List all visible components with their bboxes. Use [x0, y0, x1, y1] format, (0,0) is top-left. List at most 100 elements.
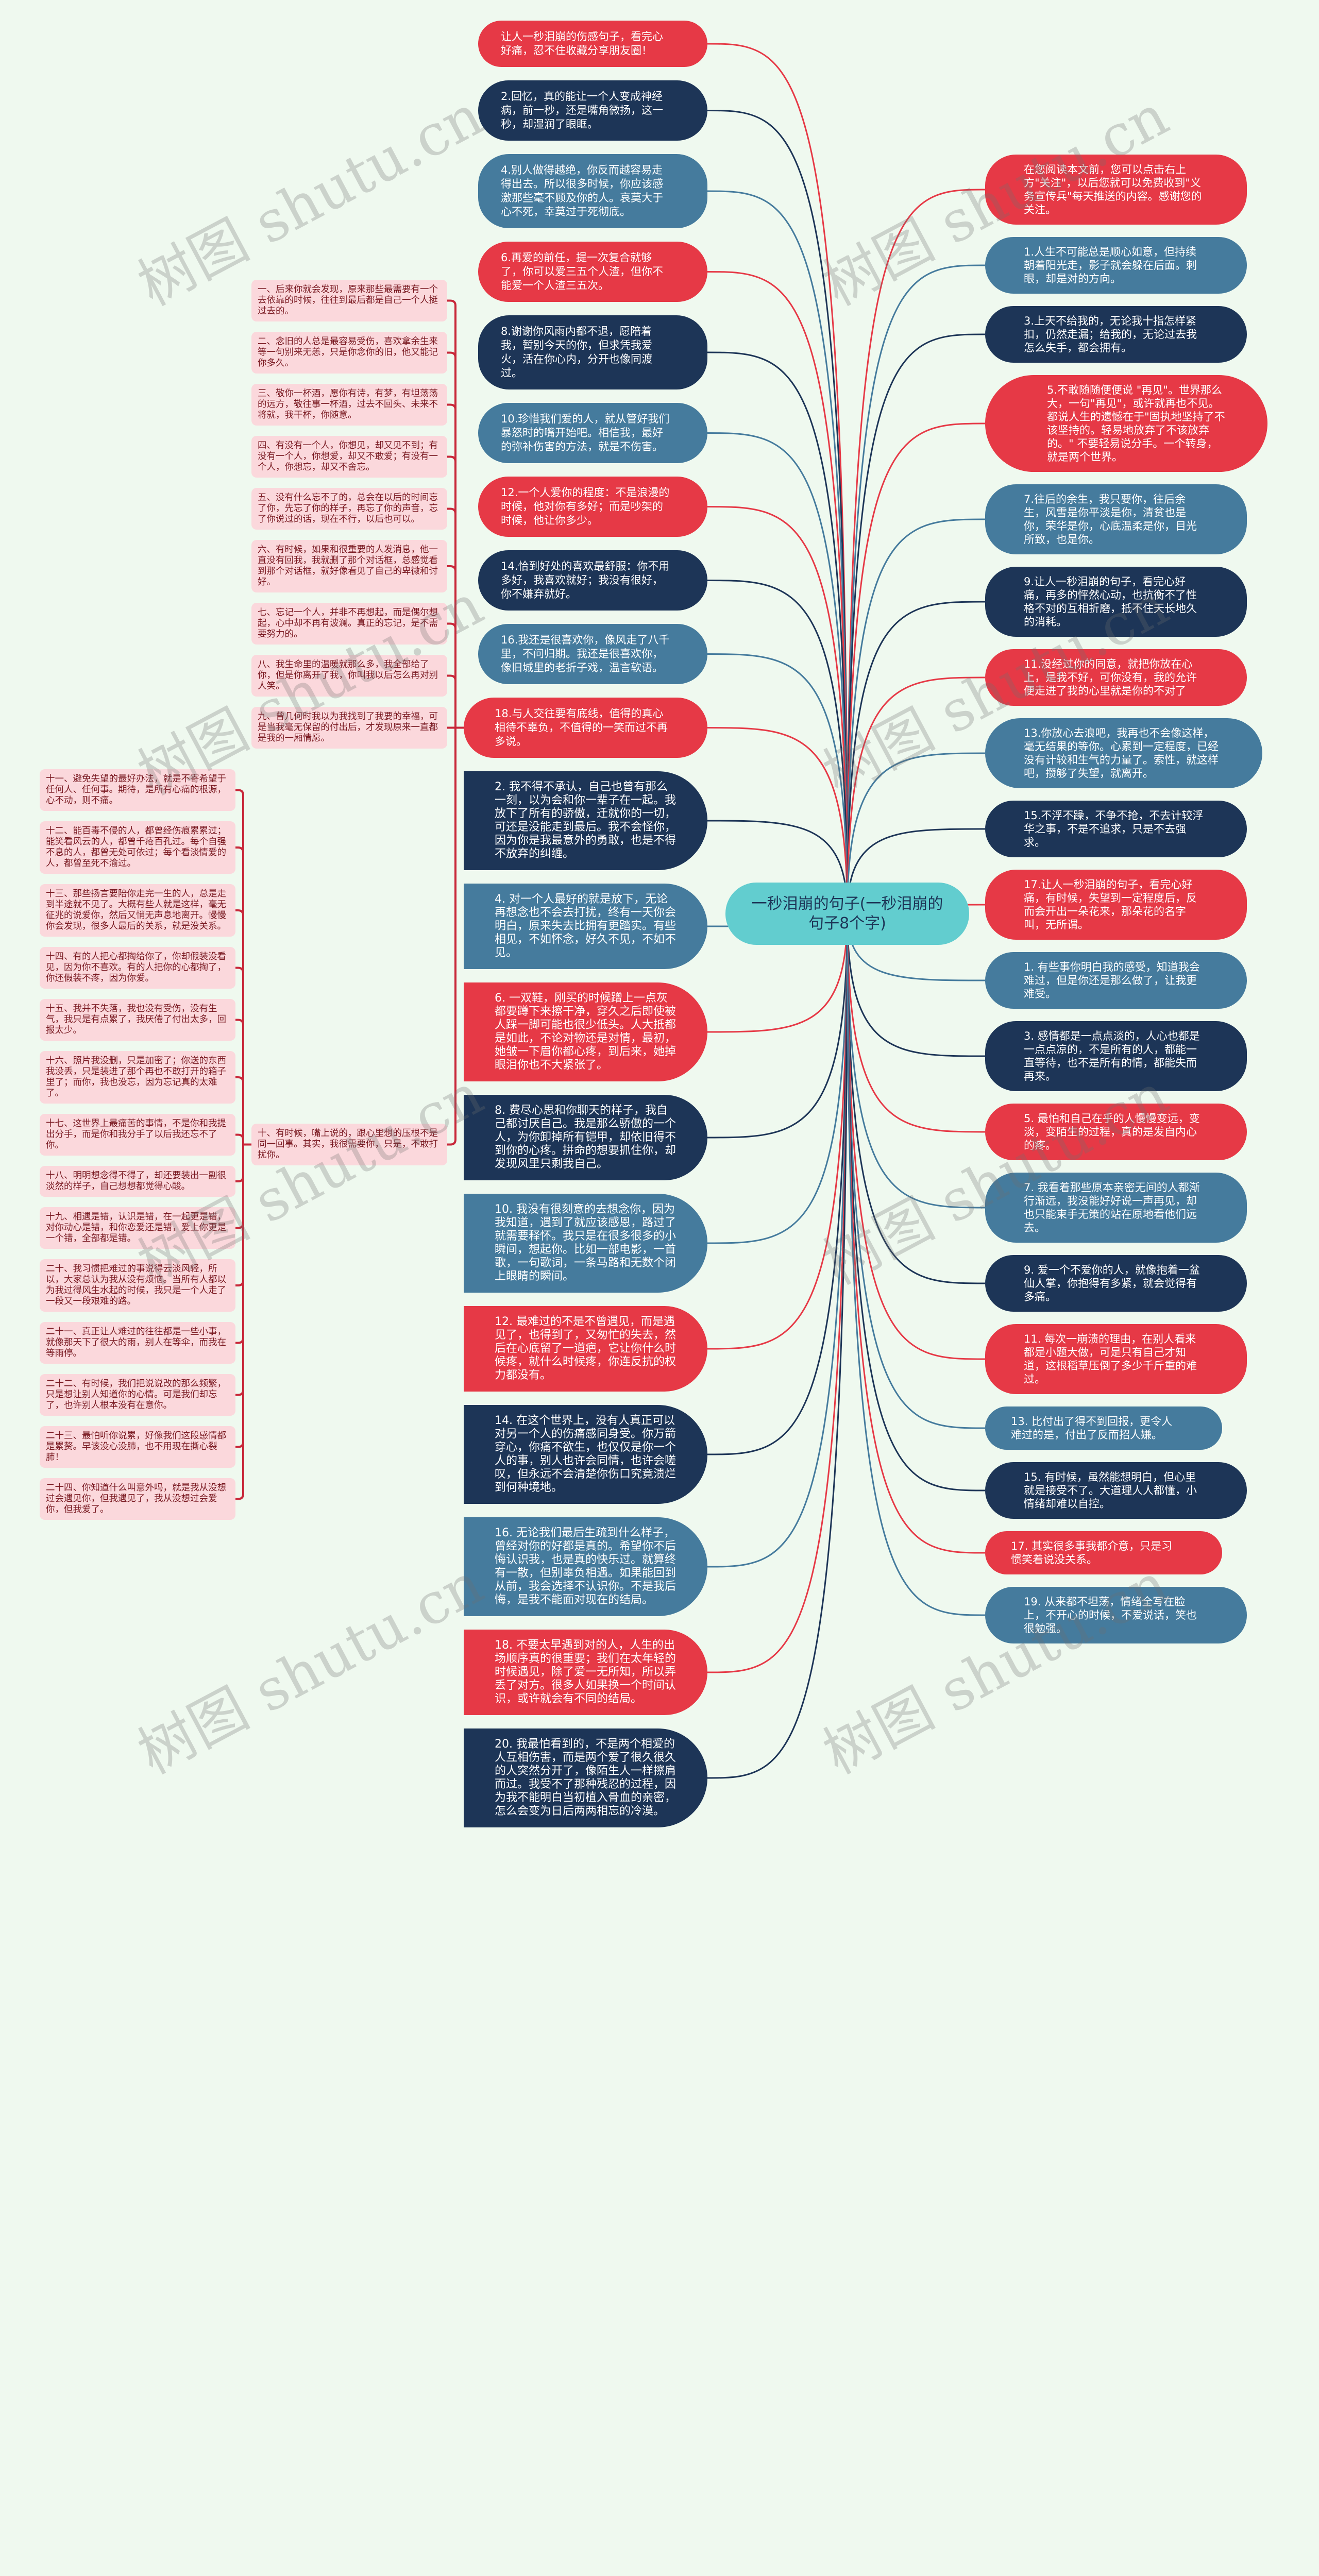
- subtopic-text: 二、念旧的人总是最容易受伤，喜欢拿余生来等一句别来无恙，只是你念你的旧，他又能记…: [258, 336, 438, 368]
- topic-node[interactable]: 5. 最怕和自己在乎的人慢慢变远，变淡，变陌生的过程，真的是发自内心的疼。: [985, 1104, 1247, 1160]
- subtopic-node[interactable]: 二、念旧的人总是最容易受伤，喜欢拿余生来等一句别来无恙，只是你念你的旧，他又能记…: [251, 332, 447, 374]
- topic-node[interactable]: 18. 不要太早遇到对的人，人生的出场顺序真的很重要；我们在太年轻的时候遇见，除…: [464, 1630, 707, 1715]
- topic-node[interactable]: 4. 对一个人最好的就是放下，无论再想念也不会去打扰，终有一天你会明白，原来失去…: [464, 884, 707, 969]
- subtopic-node[interactable]: 七、忘记一个人，并非不再想起，而是偶尔想起，心中却不再有波澜。真正的忘记，是不需…: [251, 603, 447, 645]
- topic-node[interactable]: 15. 有时候，虽然能想明白，但心里就是接受不了。大道理人人都懂，小情绪却难以自…: [985, 1462, 1247, 1519]
- subtopic-node[interactable]: 一、后来你就会发现，原来那些最需要有一个去依靠的时候，往往到最后都是自己一个人挺…: [251, 280, 447, 321]
- topic-node[interactable]: 9.让人一秒泪崩的句子，看完心好痛，再多的怦然心动，也抗衡不了性格不对的互相折磨…: [985, 567, 1247, 637]
- topic-node[interactable]: 4.别人做得越绝，你反而越容易走得出去。所以很多时候，你应该感激那些毫不顾及你的…: [478, 154, 707, 228]
- topic-text: 13.你放心去浪吧，我再也不会像这样，毫无结果的等你。心累到一定程度，已经没有计…: [1024, 727, 1219, 779]
- topic-text: 4. 对一个人最好的就是放下，无论再想念也不会去打扰，终有一天你会明白，原来失去…: [495, 893, 677, 959]
- subtopic-text: 二十、我习惯把难过的事说得云淡风轻，所以，大家总认为我从没有烦恼。当所有人都以为…: [46, 1264, 226, 1307]
- topic-text: 11. 每次一崩溃的理由，在别人看来都是小题大做，可是只有自己才知道，这根稻草压…: [1024, 1333, 1197, 1385]
- subtopic-node[interactable]: 十一、避免失望的最好办法，就是不寄希望于任何人、任何事。期待，是所有心痛的根源，…: [40, 769, 235, 811]
- subtopic-node[interactable]: 六、有时候，如果和很重要的人发消息，他一直没有回我，我就删了那个对话框，总感觉看…: [251, 540, 447, 592]
- topic-node[interactable]: 5.不敢随随便便说 "再见"。世界那么大，一句"再见"，或许就再也不见。都说人生…: [985, 375, 1267, 472]
- topic-text: 8. 费尽心思和你聊天的样子，我自己都讨厌自己。我是那么骄傲的一个人，为你卸掉所…: [495, 1104, 677, 1171]
- connector-line: [235, 1143, 251, 1500]
- subtopic-text: 十六、照片我没删，只是加密了；你送的东西我没丢，只是装进了那个再也不敢打开的箱子…: [46, 1056, 226, 1098]
- subtopic-node[interactable]: 十六、照片我没删，只是加密了；你送的东西我没丢，只是装进了那个再也不敢打开的箱子…: [40, 1051, 235, 1104]
- subtopic-node-10[interactable]: 十、有时候，嘴上说的，跟心里想的压根不是同一回事。其实，我很需要你，只是，不敢打…: [251, 1124, 447, 1165]
- subtopic-node[interactable]: 十八、明明想念得不得了，却还要装出一副很淡然的样子，自己想想都觉得心酸。: [40, 1166, 235, 1197]
- connector-line: [447, 674, 464, 729]
- connector-line: [847, 189, 986, 914]
- topic-node[interactable]: 让人一秒泪崩的伤感句子，看完心好痛，忍不住收藏分享朋友圈！: [478, 21, 707, 67]
- subtopic-text: 二十四、你知道什么叫意外吗，就是我从没想过会遇见你，但我遇见了，我从没想过会爱你…: [46, 1483, 226, 1515]
- topic-node[interactable]: 16. 无论我们最后生疏到什么样子，曾经对你的好都是真的。希望你不后悔认识我，也…: [464, 1517, 707, 1616]
- subtopic-text: 十二、能百毒不侵的人，都曾经伤痕累累过；能笑看风云的人，都曾千疮百孔过。每个自强…: [46, 826, 226, 869]
- topic-text: 6.再爱的前任，提一次复合就够了，你可以爱三五个人渣，但你不能爱一个人渣三五次。: [501, 251, 663, 292]
- subtopic-node[interactable]: 十九、相遇是错，认识是错，在一起更是错，对你动心是错，和你恋爱还是错，爱上你更是…: [40, 1207, 235, 1249]
- connector-line: [707, 913, 848, 1033]
- connector-line: [847, 913, 986, 1360]
- topic-text: 在您阅读本文前，您可以点击右上方"关注"，以后您就可以免费收到"义务宣传兵"每天…: [1024, 163, 1202, 216]
- subtopic-node[interactable]: 二十一、真正让人难过的往往都是一些小事，就像那天下了很大的雨，别人在等伞，而我在…: [40, 1322, 235, 1364]
- topic-node[interactable]: 13.你放心去浪吧，我再也不会像这样，毫无结果的等你。心累到一定程度，已经没有计…: [985, 718, 1262, 788]
- topic-node-18[interactable]: 18.与人交往要有底线，值得的真心相待不辜负，不值得的一笑而过不再多说。: [464, 698, 707, 758]
- topic-text: 5.不敢随随便便说 "再见"。世界那么大，一句"再见"，或许就再也不见。都说人生…: [1047, 384, 1225, 463]
- topic-node[interactable]: 3.上天不给我的，无论我十指怎样紧扣，仍然走漏；给我的，无论过去我怎么失手，都会…: [985, 306, 1247, 363]
- topic-node[interactable]: 16.我还是很喜欢你，像风走了八千里，不问归期。我还是很喜欢你，像旧城里的老折子…: [478, 624, 707, 684]
- topic-node[interactable]: 10.珍惜我们爱的人，就从管好我们暴怒时的嘴开始吧。相信我，最好的弥补伤害的方法…: [478, 403, 707, 463]
- connector-lines: [235, 43, 986, 1779]
- topic-node[interactable]: 17. 其实很多事我都介意，只是习惯笑着说没关系。: [985, 1531, 1222, 1574]
- subtopic-node[interactable]: 二十二、有时候，我们把说说改的那么频繁，只是想让别人知道你的心情。可是我们却忘了…: [40, 1374, 235, 1416]
- subtopic-node[interactable]: 十二、能百毒不侵的人，都曾经伤痕累累过；能笑看风云的人，都曾千疮百孔过。每个自强…: [40, 821, 235, 874]
- central-topic[interactable]: 一秒泪崩的句子(一秒泪崩的句子8个字): [725, 883, 969, 945]
- topic-node[interactable]: 9. 爱一个不爱你的人，就像抱着一盆仙人掌，你抱得有多紧，就会觉得有多痛。: [985, 1255, 1247, 1312]
- topic-node[interactable]: 11. 每次一崩溃的理由，在别人看来都是小题大做，可是只有自己才知道，这根稻草压…: [985, 1324, 1247, 1394]
- subtopic-text: 一、后来你就会发现，原来那些最需要有一个去依靠的时候，往往到最后都是自己一个人挺…: [258, 284, 438, 316]
- topic-node[interactable]: 17.让人一秒泪崩的句子，看完心好痛，有时候，失望到一定程度后，反而会开出一朵花…: [985, 870, 1247, 940]
- connector-line: [707, 190, 848, 914]
- topic-node[interactable]: 6.再爱的前任，提一次复合就够了，你可以爱三五个人渣，但你不能爱一个人渣三五次。: [478, 242, 707, 302]
- connector-line: [707, 913, 848, 1779]
- topic-node[interactable]: 7.往后的余生，我只要你，往后余生，风雪是你平淡是你，清贫也是你，荣华是你，心底…: [985, 484, 1247, 554]
- connector-line: [707, 727, 848, 914]
- topic-node[interactable]: 20. 我最怕看到的，不是两个相爱的人互相伤害，而是两个爱了很久很久的人突然分开…: [464, 1728, 707, 1827]
- subtopic-node[interactable]: 九、曾几何时我以为我找到了我要的幸福，可是当我毫无保留的付出后，才发现原来一直都…: [251, 707, 447, 749]
- connector-line: [847, 333, 986, 914]
- subtopic-text: 十八、明明想念得不得了，却还要装出一副很淡然的样子，自己想想都觉得心酸。: [46, 1171, 226, 1192]
- subtopic-node[interactable]: 四、有没有一个人，你想见，却又见不到；有没有一个人，你想爱，却又不敢爱；有没有一…: [251, 436, 447, 478]
- subtopic-node[interactable]: 三、敬你一杯酒，愿你有诗，有梦，有坦荡荡的远方，敬往事一杯酒，过去不回头、未来不…: [251, 384, 447, 426]
- subtopic-text: 七、忘记一个人，并非不再想起，而是偶尔想起，心中却不再有波澜。真正的忘记，是不需…: [258, 607, 438, 639]
- topic-node[interactable]: 14. 在这个世界上，没有人真正可以对另一个人的伤痛感同身受。你万箭穿心，你痛不…: [464, 1405, 707, 1504]
- topic-node[interactable]: 2.回忆，真的能让一个人变成神经病，前一秒，还是嘴角微扬，这一秒，却湿润了眼眶。: [478, 80, 707, 141]
- connector-line: [447, 622, 464, 729]
- subtopic-node[interactable]: 二十、我习惯把难过的事说得云淡风轻，所以，大家总认为我从没有烦恼。当所有人都以为…: [40, 1259, 235, 1312]
- subtopic-node[interactable]: 二十四、你知道什么叫意外吗，就是我从没想过会遇见你，但我遇见了，我从没想过会爱你…: [40, 1478, 235, 1520]
- topic-node[interactable]: 15.不浮不躁，不争不抢，不去计较浮华之事，不是不追求，只是不去强求。: [985, 801, 1247, 857]
- connector-line: [707, 580, 848, 914]
- topic-node[interactable]: 11.没经过你的同意，就把你放在心上，是我不好，可你没有，我的允许便走进了我的心…: [985, 649, 1247, 706]
- topic-node[interactable]: 6. 一双鞋，刚买的时候蹭上一点灰都要蹲下来擦干净，穿久之后即使被人踩一脚可能也…: [464, 982, 707, 1081]
- topic-node[interactable]: 1. 有些事你明白我的感受，知道我会难过，但是你还是那么做了，让我更难受。: [985, 952, 1247, 1009]
- subtopic-node[interactable]: 十七、这世界上最痛苦的事情，不是你和我提出分手，而是你和我分手了以后我还忘不了你…: [40, 1114, 235, 1156]
- connector-line: [447, 299, 464, 729]
- subtopic-node[interactable]: 十四、有的人把心都掏给你了，你却假装没看见，因为你不喜欢。有的人把你的心都掏了，…: [40, 947, 235, 989]
- subtopic-node[interactable]: 二十三、最怕听你说累，好像我们这段感情都是累赘。早该没心没肺，也不用现在撕心裂肺…: [40, 1426, 235, 1468]
- connector-line: [847, 518, 986, 914]
- topic-text: 5. 最怕和自己在乎的人慢慢变远，变淡，变陌生的过程，真的是发自内心的疼。: [1024, 1112, 1200, 1151]
- topic-node[interactable]: 13. 比付出了得不到回报，更令人难过的是，付出了反而招人嫌。: [985, 1406, 1222, 1450]
- connector-line: [847, 264, 986, 914]
- topic-node[interactable]: 8. 费尽心思和你聊天的样子，我自己都讨厌自己。我是那么骄傲的一个人，为你卸掉所…: [464, 1095, 707, 1180]
- topic-node[interactable]: 10. 我没有很刻意的去想念你，因为我知道，遇到了就应该感恩，路过了就需要释怀。…: [464, 1194, 707, 1293]
- topic-node[interactable]: 12. 最难过的不是不曾遇见，而是遇见了，也得到了，又匆忙的失去，然后在心底留了…: [464, 1306, 707, 1392]
- subtopic-node[interactable]: 十三、那些扬言要陪你走完一生的人，总是走到半途就不见了。大概有些人就是这样，毫无…: [40, 884, 235, 937]
- topic-node[interactable]: 8.谢谢你风雨内都不退，愿陪着我，暂别今天的你，但求凭我爱火，活在你心内，分开也…: [478, 315, 707, 389]
- topic-node[interactable]: 在您阅读本文前，您可以点击右上方"关注"，以后您就可以免费收到"义务宣传兵"每天…: [985, 155, 1247, 225]
- topic-node[interactable]: 19. 从来都不坦荡，情绪全写在脸上，不开心的时候，不爱说话，笑也很勉强。: [985, 1587, 1247, 1643]
- topic-node[interactable]: 12.一个人爱你的程度：不是浪漫的时候，他对你有多好；而是吵架的时候，他让你多少…: [478, 477, 707, 537]
- subtopic-node[interactable]: 十五、我并不失落，我也没有受伤，没有生气，我只是有点累了，我厌倦了付出太多，回报…: [40, 999, 235, 1041]
- connector-line: [847, 913, 986, 1554]
- connector-line: [447, 507, 464, 729]
- subtopic-node[interactable]: 五、没有什么忘不了的，总会在以后的时间忘了你，先忘了你的样子，再忘了你的声音，忘…: [251, 488, 447, 530]
- topic-node[interactable]: 7. 我看着那些原本亲密无间的人都渐行渐远，我没能好好说一声再见，却也只能束手无…: [985, 1173, 1247, 1243]
- topic-node[interactable]: 14.恰到好处的喜欢最舒服：你不用多好，我喜欢就好；我没有很好，你不嫌弃就好。: [478, 550, 707, 611]
- topic-node[interactable]: 1.人生不可能总是顺心如意，但持续朝着阳光走，影子就会躲在后面。刺眼，却是对的方…: [985, 237, 1247, 294]
- topic-text: 6. 一双鞋，刚买的时候蹭上一点灰都要蹲下来擦干净，穿久之后即使被人踩一脚可能也…: [495, 992, 677, 1072]
- topic-node[interactable]: 2. 我不得不承认，自己也曾有那么一刻，以为会和你一辈子在一起。我放下了所有的骄…: [464, 771, 707, 870]
- subtopic-node[interactable]: 八、我生命里的温暖就那么多，我全部给了你，但是你离开了我，你叫我以后怎么再对别人…: [251, 655, 447, 697]
- topic-node[interactable]: 3. 感情都是一点点淡的，人心也都是一点点凉的，不是所有的人，都能一直等待，也不…: [985, 1021, 1247, 1091]
- connector-line: [707, 913, 848, 1455]
